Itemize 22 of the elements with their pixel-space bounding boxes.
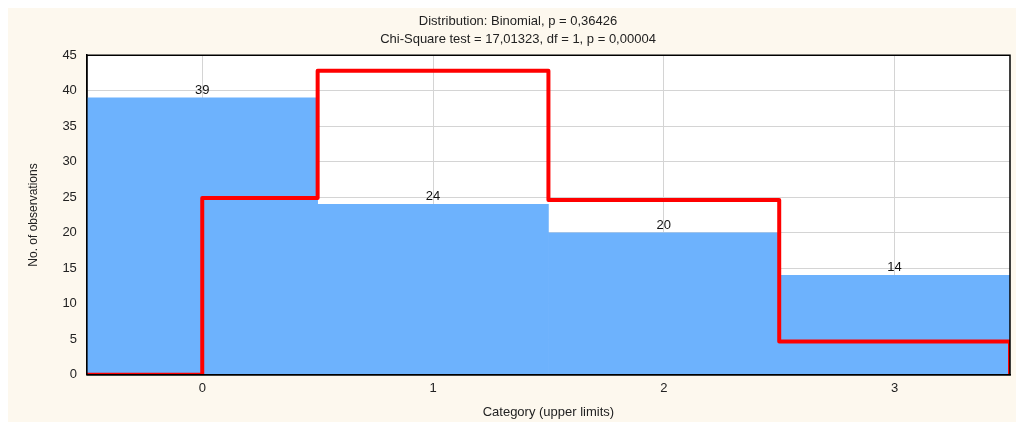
x-tick-label: 3: [890, 380, 899, 396]
y-tick-label: 5: [69, 330, 77, 346]
data-label: 14: [887, 259, 902, 275]
y-tick-label: 45: [62, 46, 77, 62]
chart-subtitle: Chi-Square test = 17,01323, df = 1, p = 0,00004: [380, 30, 656, 46]
y-tick-label: 35: [62, 117, 77, 133]
x-tick-label: 0: [198, 380, 206, 396]
y-tick-label: 40: [62, 82, 77, 98]
y-tick-label: 0: [69, 366, 77, 382]
x-tick-label: 2: [660, 380, 668, 396]
y-tick-label: 10: [62, 295, 77, 311]
y-axis-title: No. of observations: [25, 163, 40, 267]
x-axis-title: Category (upper limits): [482, 403, 615, 419]
y-tick-label: 25: [62, 188, 77, 204]
y-tick-label: 30: [62, 153, 77, 169]
data-label: 24: [425, 188, 441, 204]
data-label: 39: [195, 81, 210, 97]
chart-title: Distribution: Binomial, p = 0,36426: [418, 13, 618, 29]
x-tick-label: 1: [429, 380, 437, 396]
data-label: 20: [656, 216, 672, 232]
y-tick-label: 20: [62, 224, 77, 240]
y-tick-label: 15: [62, 259, 77, 275]
